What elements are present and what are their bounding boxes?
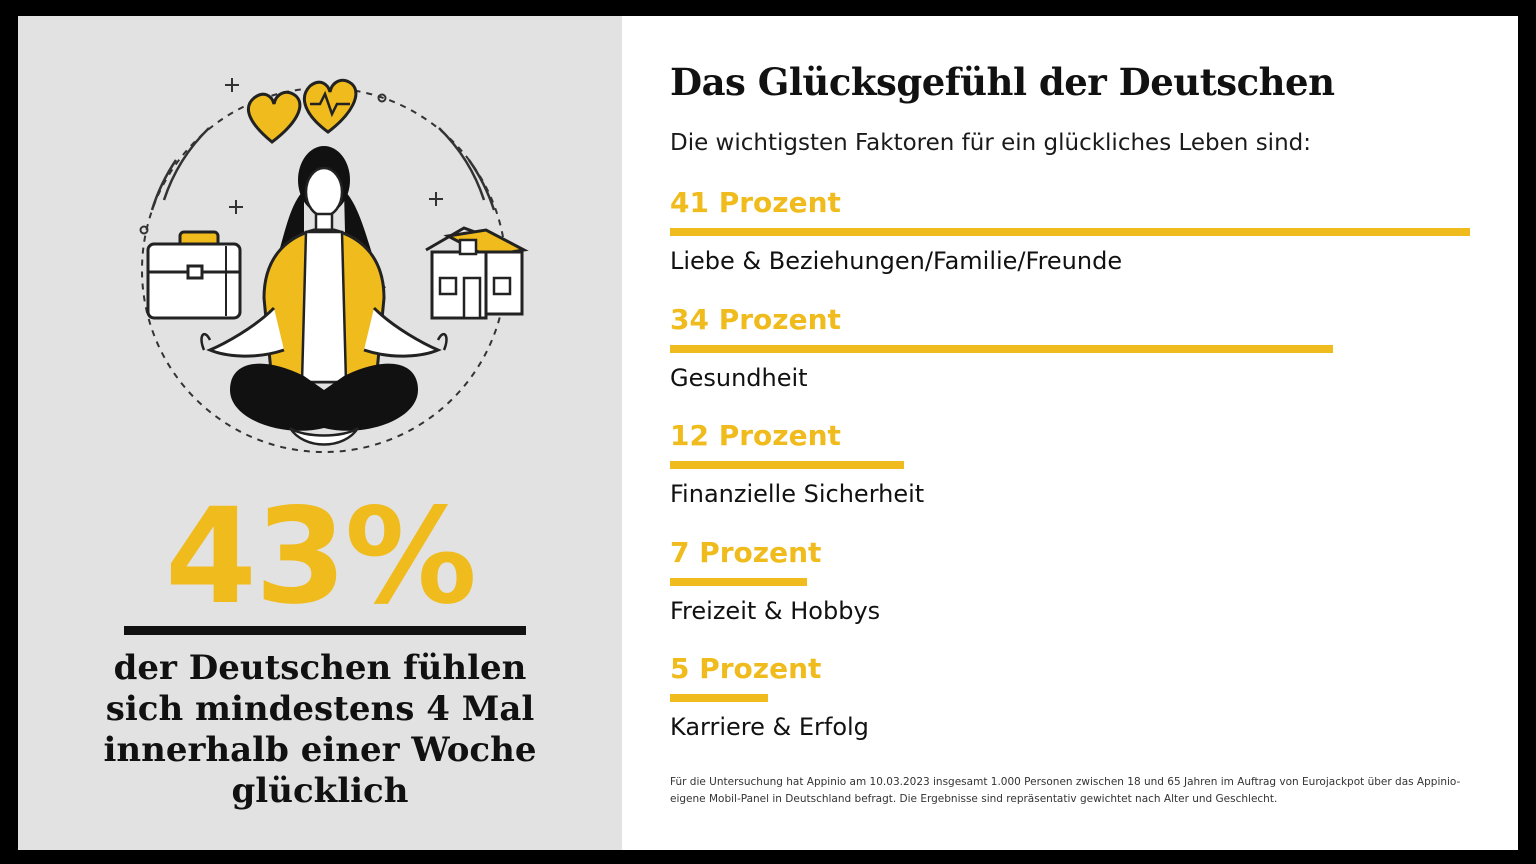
- heart-icon: [247, 90, 302, 144]
- bar-value-label: 5 Prozent: [670, 652, 822, 685]
- chart-panel: Das Glücksgefühl der Deutschen Die wicht…: [622, 16, 1518, 850]
- bar: [670, 577, 807, 586]
- sparkle-icon: [139, 78, 443, 235]
- bar-track: [670, 344, 1470, 353]
- headline-percentage: 43%: [165, 480, 477, 634]
- bar-item: 5 Prozent Karriere & Erfolg: [670, 652, 1490, 742]
- infographic-frame: 43% der Deutschen fühlen sich mindestens…: [18, 16, 1518, 850]
- headline-caption: der Deutschen fühlen sich mindestens 4 M…: [103, 648, 537, 811]
- bar-value-label: 7 Prozent: [670, 535, 822, 569]
- divider-line: [124, 626, 526, 635]
- chart-title: Das Glücksgefühl der Deutschen: [670, 60, 1335, 104]
- bar-value-label: 12 Prozent: [670, 419, 841, 452]
- bar-value-label: 41 Prozent: [670, 186, 841, 219]
- bar-category-label: Freizeit & Hobbys: [670, 596, 881, 625]
- bar: [670, 461, 905, 469]
- bar-category-label: Karriere & Erfolg: [670, 713, 869, 741]
- bar-value-label: 34 Prozent: [670, 302, 841, 336]
- bar-track: [670, 228, 1470, 236]
- bar-track: [670, 461, 1470, 469]
- heartbeat-heart-icon: [303, 78, 358, 134]
- woman-meditating-icon: [200, 146, 448, 446]
- bar-item: 41 Prozent Liebe & Beziehungen/Familie/Fr…: [670, 186, 1490, 276]
- bar-category-label: Finanzielle Sicherheit: [670, 480, 925, 508]
- briefcase-icon: [146, 230, 242, 320]
- bar-category-label: Liebe & Beziehungen/Familie/Freunde: [670, 247, 1123, 275]
- bar: [670, 694, 768, 702]
- chart-subtitle: Die wichtigsten Faktoren für ein glückli…: [670, 130, 1311, 156]
- left-panel: 43% der Deutschen fühlen sich mindestens…: [18, 16, 622, 850]
- bar: [670, 228, 1470, 236]
- bar: [670, 344, 1334, 353]
- footnote: Für die Untersuchung hat Appinio am 10.0…: [670, 776, 1461, 805]
- bar-item: 12 Prozent Finanzielle Sicherheit: [670, 419, 1490, 509]
- bar-track: [670, 694, 1470, 702]
- bar-item: 7 Prozent Freizeit & Hobbys: [670, 536, 1490, 626]
- bar-track: [670, 577, 1470, 586]
- bar-item: 34 Prozent Gesundheit: [670, 303, 1490, 393]
- house-icon: [425, 226, 529, 320]
- happiness-illustration: [139, 78, 529, 453]
- bar-category-label: Gesundheit: [670, 363, 808, 392]
